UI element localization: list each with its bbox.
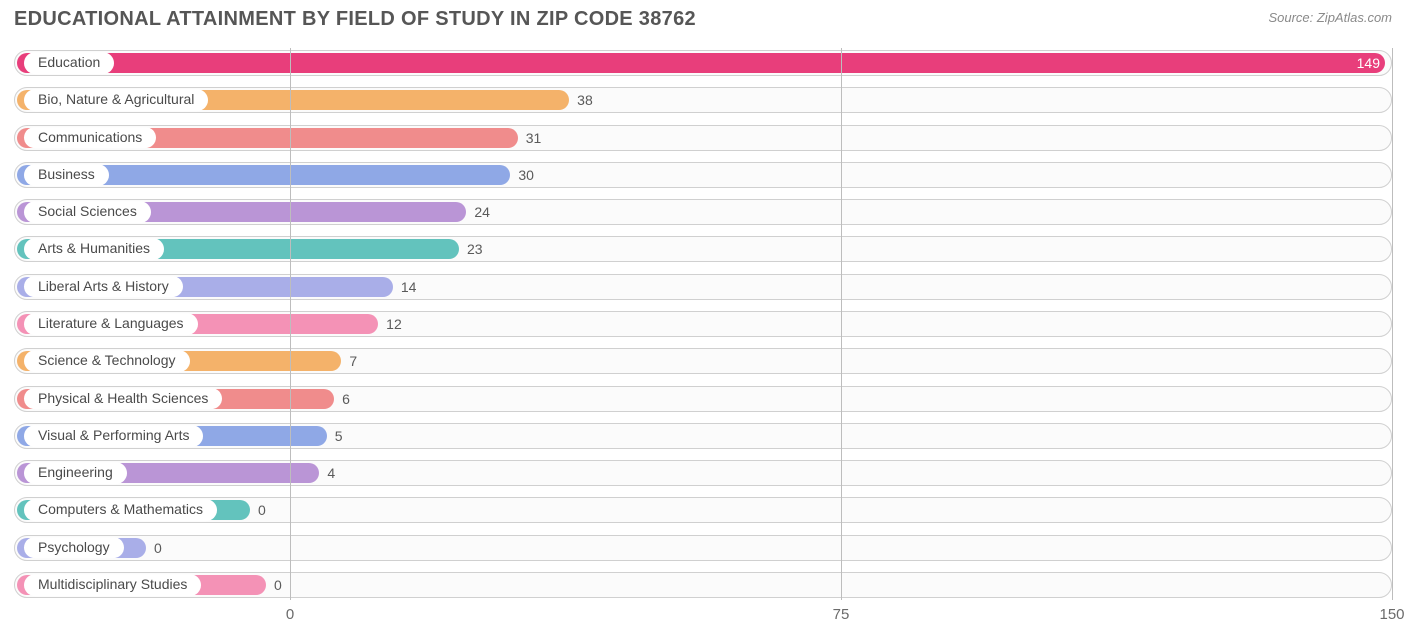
bar-row: Computers & Mathematics 0: [14, 495, 1392, 525]
bar-row: Education 149: [14, 48, 1392, 78]
bar-row: Business 30: [14, 160, 1392, 190]
bar-value-label: 24: [474, 204, 490, 220]
bar-row: Science & Technology 7: [14, 346, 1392, 376]
bar-row: Literature & Languages 12: [14, 309, 1392, 339]
bar-fill: [17, 53, 1385, 73]
bar-row: Multidisciplinary Studies 0: [14, 570, 1392, 600]
bar-value-label: 30: [518, 167, 534, 183]
bar-category-label: Visual & Performing Arts: [24, 425, 203, 447]
chart-header: EDUCATIONAL ATTAINMENT BY FIELD OF STUDY…: [0, 0, 1406, 35]
bar-category-label: Liberal Arts & History: [24, 276, 183, 298]
bar-category-label: Engineering: [24, 462, 127, 484]
bar-row: Communications 31: [14, 123, 1392, 153]
bar-value-label: 0: [258, 502, 266, 518]
bar-row: Physical & Health Sciences 6: [14, 384, 1392, 414]
bar-value-label: 7: [349, 353, 357, 369]
bar-row: Arts & Humanities 23: [14, 234, 1392, 264]
gridline: [1392, 48, 1393, 600]
bar-track: [14, 535, 1392, 561]
bar-value-label: 23: [467, 241, 483, 257]
x-tick-label: 75: [833, 606, 850, 623]
gridline: [841, 48, 842, 600]
bar-row: Liberal Arts & History 14: [14, 272, 1392, 302]
bar-category-label: Science & Technology: [24, 350, 190, 372]
bar-row: Social Sciences 24: [14, 197, 1392, 227]
bar-value-label: 149: [1357, 55, 1380, 71]
x-tick-label: 150: [1379, 606, 1404, 623]
bar-value-label: 0: [274, 577, 282, 593]
bar-category-label: Literature & Languages: [24, 313, 198, 335]
bar-row: Psychology 0: [14, 533, 1392, 563]
chart-area: Education 149 Bio, Nature & Agricultural 38…: [14, 48, 1392, 600]
bar-row: Visual & Performing Arts 5: [14, 421, 1392, 451]
bar-value-label: 5: [335, 428, 343, 444]
chart-source: Source: ZipAtlas.com: [1268, 8, 1392, 25]
bar-category-label: Physical & Health Sciences: [24, 388, 222, 410]
bar-category-label: Bio, Nature & Agricultural: [24, 89, 208, 111]
bar-value-label: 4: [327, 465, 335, 481]
bar-value-label: 0: [154, 540, 162, 556]
bar-category-label: Computers & Mathematics: [24, 499, 217, 521]
bar-value-label: 12: [386, 316, 402, 332]
bar-category-label: Business: [24, 164, 109, 186]
bar-value-label: 38: [577, 92, 593, 108]
gridline: [290, 48, 291, 600]
bar-category-label: Social Sciences: [24, 201, 151, 223]
bar-category-label: Arts & Humanities: [24, 239, 164, 261]
chart-title: EDUCATIONAL ATTAINMENT BY FIELD OF STUDY…: [14, 8, 696, 31]
bar-row: Bio, Nature & Agricultural 38: [14, 85, 1392, 115]
bar-category-label: Psychology: [24, 537, 124, 559]
bar-category-label: Multidisciplinary Studies: [24, 574, 201, 596]
chart-plot: Education 149 Bio, Nature & Agricultural 38…: [14, 48, 1392, 600]
x-axis: 075150: [14, 606, 1392, 626]
chart-rows: Education 149 Bio, Nature & Agricultural 38…: [14, 48, 1392, 600]
x-tick-label: 0: [286, 606, 294, 623]
bar-value-label: 6: [342, 391, 350, 407]
bar-category-label: Education: [24, 52, 114, 74]
bar-row: Engineering 4: [14, 458, 1392, 488]
bar-value-label: 14: [401, 279, 417, 295]
bar-value-label: 31: [526, 130, 542, 146]
bar-category-label: Communications: [24, 127, 156, 149]
